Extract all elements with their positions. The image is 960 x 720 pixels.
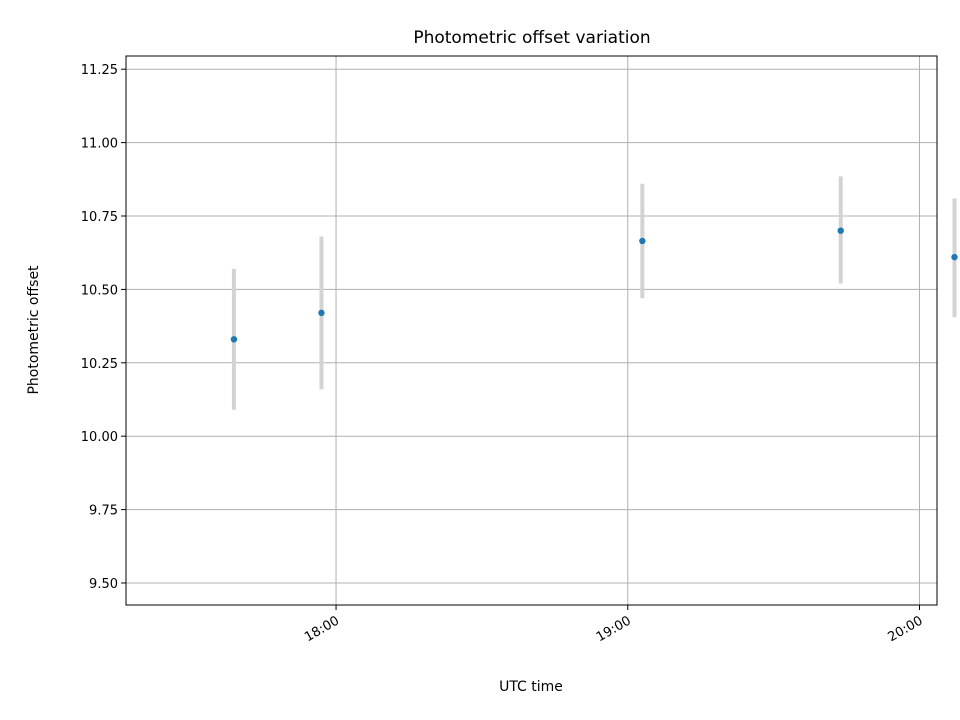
y-tick-label: 10.25 [81, 357, 118, 372]
x-tick-label: 20:00 [886, 613, 926, 645]
y-tick-label: 10.00 [81, 430, 118, 445]
grid [126, 56, 937, 605]
data-point [837, 227, 844, 234]
data-point [951, 253, 958, 261]
x-tick-label: 18:00 [302, 613, 342, 645]
chart-title: Photometric offset variation [413, 28, 650, 48]
y-axis-label: Photometric offset [26, 265, 42, 395]
y-tick-label: 10.50 [81, 283, 118, 298]
y-tick-label: 11.25 [81, 63, 118, 78]
x-tick-label: 19:00 [594, 613, 634, 645]
y-tick-label: 10.75 [81, 210, 118, 225]
y-tick-label: 9.50 [89, 577, 118, 592]
x-axis-label: UTC time [499, 679, 563, 695]
data-point [230, 336, 238, 343]
data-point [639, 237, 646, 245]
data-point [318, 309, 325, 317]
data-points [230, 227, 958, 343]
y-tick-label: 9.75 [89, 504, 118, 519]
plot-frame [125, 55, 938, 606]
y-tick-label: 11.00 [81, 137, 118, 152]
error-bars [231, 176, 957, 410]
y-axis-ticks: 9.50 9.75 10.00 10.25 10.50 10.75 11.00 11.25 [81, 63, 126, 592]
